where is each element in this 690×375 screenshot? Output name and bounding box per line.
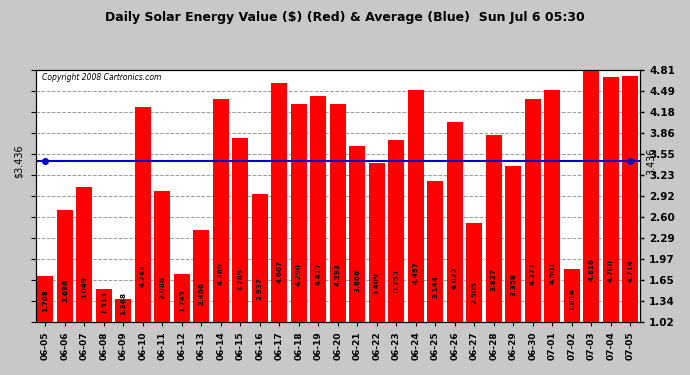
- Bar: [486, 135, 502, 375]
- Bar: [544, 90, 560, 375]
- Bar: [564, 269, 580, 375]
- Bar: [115, 299, 131, 375]
- Bar: [583, 69, 600, 375]
- Text: 3.358: 3.358: [511, 273, 516, 296]
- Text: 2.986: 2.986: [159, 276, 166, 299]
- Text: Copyright 2008 Cartronics.com: Copyright 2008 Cartronics.com: [41, 73, 161, 82]
- Text: 4.373: 4.373: [530, 262, 536, 285]
- Bar: [174, 274, 190, 375]
- Text: 1.745: 1.745: [179, 289, 185, 312]
- Bar: [155, 191, 170, 375]
- Text: 4.700: 4.700: [608, 260, 614, 282]
- Text: 3.789: 3.789: [237, 268, 244, 291]
- Bar: [291, 104, 307, 375]
- Bar: [252, 194, 268, 375]
- Bar: [330, 104, 346, 375]
- Bar: [271, 83, 288, 375]
- Text: 4.243: 4.243: [140, 264, 146, 286]
- Bar: [408, 90, 424, 375]
- Text: 3.436: 3.436: [646, 147, 656, 175]
- Text: 4.293: 4.293: [335, 263, 341, 286]
- Bar: [622, 76, 638, 375]
- Text: 4.290: 4.290: [296, 263, 302, 286]
- Text: 3.753: 3.753: [393, 268, 400, 291]
- Bar: [388, 140, 404, 375]
- Text: 4.607: 4.607: [277, 260, 282, 283]
- Text: 4.810: 4.810: [589, 258, 594, 281]
- Bar: [96, 290, 112, 375]
- Text: 4.417: 4.417: [315, 262, 322, 285]
- Text: Daily Solar Energy Value ($) (Red) & Average (Blue)  Sun Jul 6 05:30: Daily Solar Energy Value ($) (Red) & Ave…: [105, 11, 585, 24]
- Text: 3.144: 3.144: [433, 275, 438, 298]
- Bar: [233, 138, 248, 375]
- Bar: [369, 163, 385, 375]
- Text: 3.049: 3.049: [81, 276, 88, 298]
- Bar: [57, 210, 73, 375]
- Text: $3.436: $3.436: [14, 144, 23, 178]
- Bar: [505, 166, 522, 375]
- Text: 4.501: 4.501: [549, 261, 555, 284]
- Text: 1.708: 1.708: [43, 289, 48, 312]
- Text: 1.368: 1.368: [121, 292, 126, 315]
- Text: 4.714: 4.714: [627, 259, 633, 282]
- Bar: [193, 230, 209, 375]
- Bar: [37, 276, 53, 375]
- Bar: [447, 122, 463, 375]
- Text: 1.814: 1.814: [569, 288, 575, 311]
- Text: 3.409: 3.409: [374, 272, 380, 295]
- Text: 2.505: 2.505: [471, 281, 477, 304]
- Bar: [349, 146, 366, 375]
- Text: 1.513: 1.513: [101, 291, 107, 314]
- Text: 2.696: 2.696: [62, 279, 68, 302]
- Text: 3.827: 3.827: [491, 268, 497, 291]
- Text: 4.497: 4.497: [413, 261, 419, 284]
- Bar: [466, 223, 482, 375]
- Text: 3.666: 3.666: [355, 269, 360, 292]
- Text: 2.406: 2.406: [199, 282, 204, 305]
- Bar: [77, 187, 92, 375]
- Text: 4.369: 4.369: [218, 262, 224, 285]
- Text: 4.022: 4.022: [452, 266, 458, 289]
- Text: 2.937: 2.937: [257, 277, 263, 300]
- Bar: [135, 107, 151, 375]
- Bar: [603, 77, 619, 375]
- Bar: [310, 96, 326, 375]
- Bar: [427, 181, 444, 375]
- Bar: [213, 99, 229, 375]
- Bar: [525, 99, 541, 375]
